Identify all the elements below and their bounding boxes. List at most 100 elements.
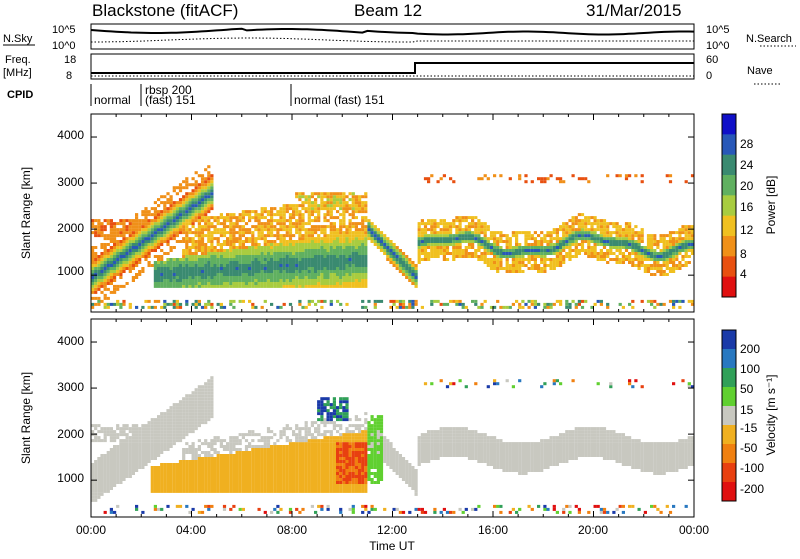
power-cell: [223, 258, 226, 261]
power-cell: [267, 249, 270, 252]
power-cell: [151, 207, 154, 210]
velocity-cell: [192, 403, 195, 406]
power-cell: [166, 252, 169, 255]
power-cell: [443, 246, 446, 249]
velocity-cell: [170, 442, 173, 445]
power-cell: [292, 210, 295, 213]
power-cell: [622, 234, 625, 237]
power-cell: [336, 273, 339, 276]
power-cell: [267, 279, 270, 282]
velocity-cell: [170, 484, 173, 487]
power-cell: [283, 285, 286, 288]
power-cell: [173, 210, 176, 213]
power-cell: [496, 270, 499, 273]
power-cell: [641, 252, 644, 255]
power-cell: [279, 225, 282, 228]
velocity-cell: [267, 439, 270, 442]
power-cell: [352, 213, 355, 216]
velocity-cell: [173, 466, 176, 469]
velocity-cell: [270, 469, 273, 472]
power-cell: [320, 264, 323, 267]
velocity-cell: [207, 454, 210, 457]
power-cell: [603, 228, 606, 231]
velocity-cell: [135, 508, 138, 511]
power-cell: [279, 282, 282, 285]
velocity-cell: [248, 430, 251, 433]
power-cell: [138, 258, 141, 261]
power-cell: [188, 222, 191, 225]
power-cell: [587, 246, 590, 249]
power-cell: [581, 306, 584, 309]
power-cell: [254, 258, 257, 261]
power-cell: [537, 249, 540, 252]
power-cell: [176, 222, 179, 225]
power-cell: [681, 240, 684, 243]
power-cell: [411, 306, 414, 309]
power-cell: [122, 285, 125, 288]
velocity-cell: [229, 460, 232, 463]
velocity-cell: [192, 442, 195, 445]
power-cell: [669, 270, 672, 273]
velocity-cell: [248, 478, 251, 481]
power-cell: [669, 267, 672, 270]
velocity-cell: [160, 418, 163, 421]
velocity-cell: [236, 457, 239, 460]
velocity-cell: [273, 478, 276, 481]
velocity-cell: [179, 409, 182, 412]
power-cell: [289, 285, 292, 288]
power-cell: [556, 300, 559, 303]
power-cbar-tick-8: 8: [740, 247, 747, 261]
velocity-cell: [207, 394, 210, 397]
velocity-cell: [94, 499, 97, 502]
power-cell: [144, 228, 147, 231]
power-cell: [638, 246, 641, 249]
power-cell: [301, 306, 304, 309]
velocity-cell: [160, 469, 163, 472]
power-cell: [314, 204, 317, 207]
velocity-cell: [119, 478, 122, 481]
velocity-cell: [226, 460, 229, 463]
power-cell: [681, 225, 684, 228]
power-cell: [358, 273, 361, 276]
power-cell: [195, 219, 198, 222]
velocity-cell: [110, 463, 113, 466]
power-cell: [647, 252, 650, 255]
power-cell: [314, 279, 317, 282]
power-cell: [226, 273, 229, 276]
power-cell: [229, 279, 232, 282]
velocity-cell: [229, 436, 232, 439]
power-cell: [148, 243, 151, 246]
velocity-cell: [182, 475, 185, 478]
power-cell: [236, 285, 239, 288]
power-cell: [424, 237, 427, 240]
power-cell: [597, 228, 600, 231]
power-cell: [584, 222, 587, 225]
power-cell: [182, 249, 185, 252]
power-cell: [157, 234, 160, 237]
power-cell: [261, 210, 264, 213]
power-cell: [568, 234, 571, 237]
power-cell: [166, 270, 169, 273]
power-cell: [634, 249, 637, 252]
velocity-cell: [160, 430, 163, 433]
power-cell: [292, 249, 295, 252]
velocity-cell: [210, 379, 213, 382]
velocity-cell: [223, 481, 226, 484]
power-cell: [408, 258, 411, 261]
power-cell: [154, 285, 157, 288]
power-cell: [323, 252, 326, 255]
power-cell: [119, 306, 122, 309]
power-cell: [653, 240, 656, 243]
power-cell: [594, 243, 597, 246]
power-cell: [198, 201, 201, 204]
power-cell: [333, 231, 336, 234]
power-cell: [210, 243, 213, 246]
velocity-cell: [100, 454, 103, 457]
power-cell: [151, 222, 154, 225]
velocity-cell: [94, 436, 97, 439]
power-cell: [289, 225, 292, 228]
power-cell: [273, 249, 276, 252]
power-cell: [474, 303, 477, 306]
velocity-cell: [157, 445, 160, 448]
power-cell: [151, 219, 154, 222]
